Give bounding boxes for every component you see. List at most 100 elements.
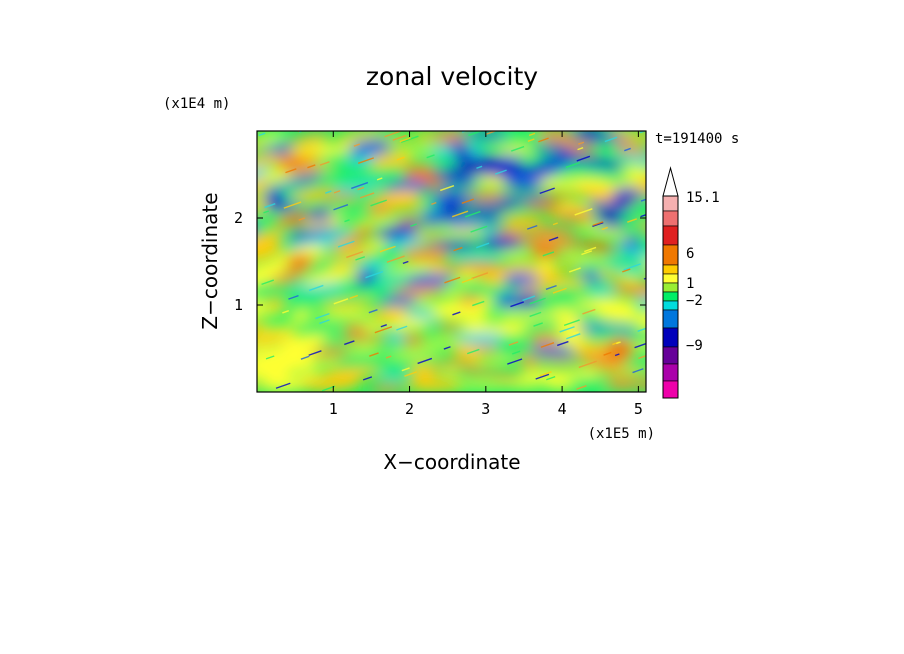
field-streak [576,385,587,390]
field-streak [540,342,555,348]
field-streak [319,161,330,166]
field-blob [257,344,282,353]
field-blob [354,270,377,286]
field-blob [529,247,559,259]
field-blob [501,214,543,229]
field-streak [275,382,291,389]
field-blob [450,252,504,260]
field-blob [257,153,281,171]
field-streak [592,221,604,227]
colorbar-swatch [662,195,679,212]
field-blob [571,367,601,378]
field-streak [548,236,559,242]
field-blob [400,246,451,262]
field-streak [552,222,558,226]
field-blob [573,178,630,193]
colorbar-arrow [662,166,679,197]
field-streak [494,169,507,175]
colorbar-swatch [662,225,679,246]
field-blob [615,247,646,263]
field-streak [614,353,620,357]
field-streak [470,225,488,233]
field-streak [285,168,297,174]
field-blob [257,298,268,311]
field-blob [420,209,447,225]
field-streak [369,352,379,357]
field-blob [522,224,581,235]
x-tick-label: 2 [405,400,414,418]
field-blob [629,343,646,352]
field-blob [257,231,286,251]
field-streak [535,373,550,380]
field-blob [265,174,325,192]
field-streak [351,181,369,190]
field-streak [315,312,330,320]
colorbar-swatch [662,210,679,227]
velocity-field [257,131,646,392]
field-streak [578,141,585,145]
y-unit-label: (x1E4 m) [163,96,230,112]
field-blob [610,282,646,298]
x-tick-label: 4 [558,400,567,418]
field-streak [592,221,604,228]
field-blob [410,229,451,239]
field-blob [344,344,384,353]
colorbar-label: −2 [686,293,703,309]
field-streak [526,224,538,230]
field-blob [536,131,577,144]
field-blob [368,384,406,392]
colorbar-label: −9 [686,338,703,354]
field-streak [402,260,409,265]
y-axis-label: Z−coordinate [198,192,222,329]
field-blob [609,131,646,143]
colorbar-swatch [662,300,679,311]
field-streak [528,132,536,137]
field-blob [517,233,582,250]
field-blob [334,131,388,142]
field-streak [461,198,474,204]
field-blob [384,179,436,194]
field-blob [405,273,453,288]
field-streak [533,322,543,327]
field-blob [472,214,503,225]
colorbar-swatch [662,244,679,266]
field-streak [379,245,396,253]
field-streak [380,324,387,328]
field-blob [571,131,629,146]
field-feature [529,155,571,177]
field-streak [559,326,575,333]
field-feature [415,170,445,190]
field-streak [374,326,393,334]
field-streak [527,138,535,142]
field-streak [410,223,417,227]
field-blob [287,310,315,323]
field-streak [471,272,489,280]
y-tick-label: 2 [234,209,243,227]
field-blob [323,192,346,201]
field-blob [385,349,448,357]
field-blob [320,300,376,308]
field-blob [461,368,498,375]
x-axis-label: X−coordinate [383,450,520,474]
field-streak [288,294,299,300]
field-streak [355,256,366,261]
field-streak [440,185,455,192]
field-blob [438,200,461,216]
field-streak [396,156,405,161]
field-blob [437,368,464,375]
field-blob [329,262,354,271]
field-streak [384,131,402,138]
field-blob [615,153,646,170]
field-streak [392,134,407,141]
y-tick-label: 1 [234,296,243,314]
field-streak [453,246,463,252]
field-streak [451,210,469,218]
field-blob [537,191,578,200]
field-blob [323,167,365,181]
field-feature [306,208,334,222]
field-streak [556,340,569,347]
field-streak [370,199,387,207]
field-streak [357,157,375,165]
field-streak [308,284,324,292]
colorbar-swatch [662,264,679,275]
